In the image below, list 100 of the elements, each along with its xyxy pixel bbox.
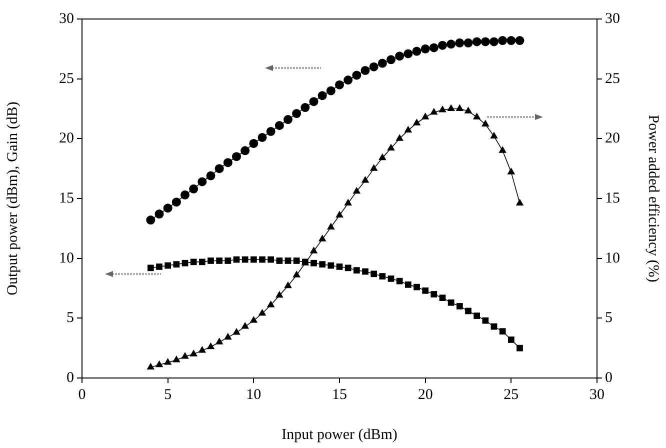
point	[319, 261, 326, 268]
point	[146, 216, 156, 225]
x-tick-label: 15	[332, 386, 347, 403]
point	[216, 258, 223, 264]
point	[181, 352, 189, 359]
point	[310, 246, 318, 254]
point	[180, 190, 190, 200]
point	[361, 176, 370, 183]
x-tick-label: 25	[504, 386, 519, 403]
point	[439, 294, 446, 302]
point	[404, 49, 413, 58]
point	[344, 198, 352, 206]
y2-tick-label: 0	[605, 370, 612, 386]
point	[327, 222, 335, 230]
y-tick-label: 25	[59, 70, 74, 87]
point	[163, 204, 172, 213]
x-tick-label: 10	[246, 386, 262, 403]
point	[429, 43, 438, 52]
point	[456, 303, 463, 310]
point	[309, 97, 318, 106]
point	[370, 270, 378, 278]
point	[189, 184, 198, 194]
point	[506, 36, 516, 46]
point	[154, 210, 164, 219]
point	[242, 256, 248, 263]
point	[515, 36, 524, 46]
point	[208, 258, 214, 264]
point	[353, 267, 360, 274]
point	[395, 52, 404, 61]
point	[404, 126, 412, 133]
point	[482, 120, 490, 127]
point	[310, 260, 317, 266]
x-axis-title: Input power (dBm)	[282, 426, 398, 443]
point	[241, 322, 249, 329]
point	[446, 40, 456, 49]
point	[482, 317, 489, 324]
point	[276, 258, 283, 264]
point	[422, 287, 429, 294]
point	[360, 66, 370, 75]
point	[240, 146, 250, 156]
x-tick-label: 0	[78, 386, 86, 403]
point	[438, 40, 447, 50]
point	[259, 256, 266, 263]
point	[328, 262, 334, 269]
point	[490, 37, 498, 46]
point	[465, 308, 472, 314]
point	[276, 290, 284, 298]
point	[300, 103, 310, 112]
point	[215, 338, 224, 344]
point	[412, 118, 421, 126]
y-tick-label: 20	[59, 130, 74, 147]
point	[224, 258, 232, 264]
point	[172, 198, 181, 207]
point	[516, 198, 524, 206]
point	[490, 132, 498, 139]
point	[472, 37, 482, 46]
point	[284, 281, 292, 288]
point	[336, 264, 343, 270]
point	[386, 55, 396, 64]
point	[206, 342, 215, 350]
point	[223, 158, 232, 168]
y2-tick-label: 25	[605, 70, 620, 87]
point	[164, 262, 172, 269]
point	[412, 46, 422, 56]
point	[378, 58, 387, 68]
point	[164, 358, 172, 365]
x-tick-label: 20	[418, 386, 433, 403]
point	[206, 171, 216, 180]
x-tick-label: 30	[590, 386, 604, 403]
y2-tick-label: 20	[605, 130, 620, 147]
point	[266, 126, 276, 136]
point	[284, 115, 292, 124]
point	[414, 284, 420, 290]
y2-tick-label: 10	[605, 250, 620, 266]
point	[182, 260, 188, 266]
y2-tick-label: 5	[605, 310, 612, 326]
point	[155, 360, 164, 368]
y-tick-label: 10	[59, 250, 74, 266]
point	[344, 264, 352, 272]
point	[268, 256, 274, 263]
point	[516, 344, 523, 352]
point	[352, 186, 361, 194]
point	[156, 264, 162, 270]
point	[198, 258, 206, 266]
point	[420, 44, 430, 54]
point	[344, 76, 353, 85]
y2-axis-title: Power added efficiency (%)	[645, 114, 662, 282]
y-tick-label: 5	[66, 310, 74, 326]
y-axis-title: Output power (dBm), Gain (dB)	[4, 102, 21, 296]
point	[379, 273, 386, 280]
point	[146, 362, 155, 370]
point	[318, 91, 327, 100]
point	[224, 332, 232, 340]
point	[336, 210, 344, 218]
point	[292, 270, 300, 278]
point	[387, 144, 395, 150]
point	[172, 356, 180, 362]
point	[447, 104, 455, 111]
y-tick-label: 15	[59, 190, 74, 206]
point	[284, 258, 292, 264]
